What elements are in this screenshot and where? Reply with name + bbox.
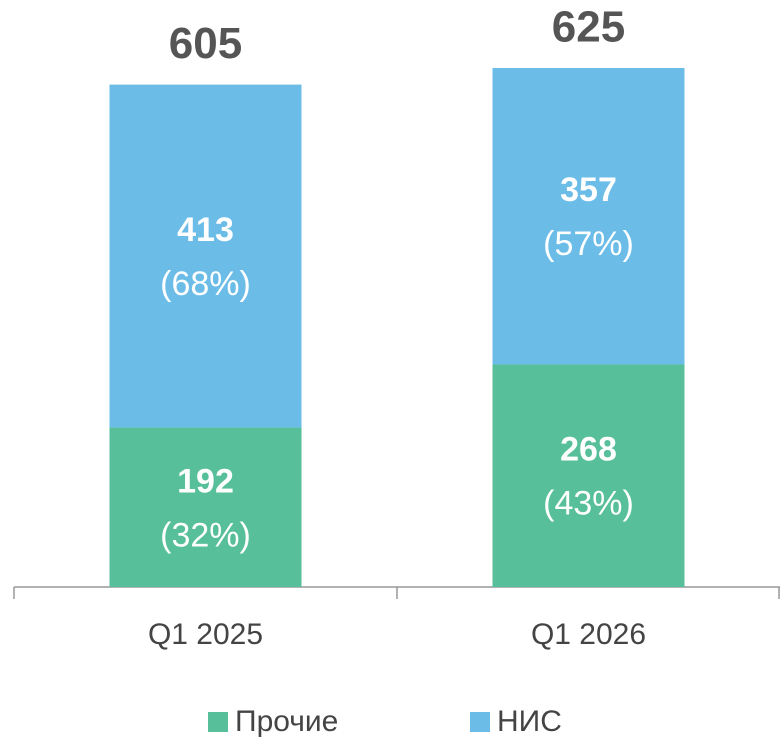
x-tick-label: Q1 2025 [148,618,263,651]
total-label: 605 [169,19,242,68]
legend-swatch [470,712,490,732]
segment-share: (32%) [160,516,251,554]
segment-value: 268 [560,431,617,469]
bar-segment [109,427,302,587]
segment-share: (68%) [160,265,251,303]
legend-label: Прочие [235,705,338,738]
segment-value: 413 [177,211,234,249]
segment-share: (43%) [543,485,634,523]
segment-value: 357 [560,171,617,209]
bar-segment [492,364,685,587]
x-tick-label: Q1 2026 [531,618,646,651]
segment-share: (57%) [543,225,634,263]
bar-segment [109,84,302,428]
legend-swatch [208,712,228,732]
segment-value: 192 [177,462,234,500]
bar-segment [492,68,685,365]
total-label: 625 [552,3,625,52]
legend-label: НИС [497,705,562,738]
